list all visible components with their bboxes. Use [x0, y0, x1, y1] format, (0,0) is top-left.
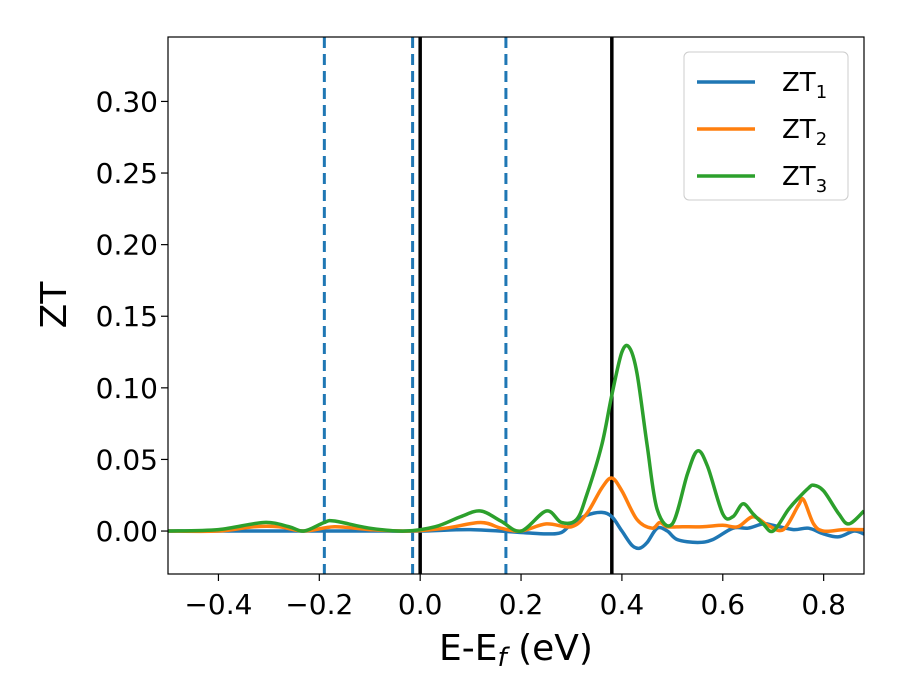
- x-axis: −0.4 −0.2 0.0 0.2 0.4 0.6 0.8: [184, 574, 846, 621]
- y-tick-label: 0.10: [96, 372, 158, 405]
- legend: ZT1 ZT2 ZT3: [683, 51, 849, 201]
- legend-label-1: ZT1: [782, 68, 827, 103]
- y-tick-label: 0.05: [96, 443, 158, 476]
- y-tick-label: 0.00: [96, 515, 158, 548]
- y-tick-label: 0.20: [96, 229, 158, 262]
- y-axis: 0.00 0.05 0.10 0.15 0.20 0.25 0.30: [96, 85, 168, 548]
- series-group: [168, 343, 864, 551]
- x-tick-label: 0.8: [801, 588, 846, 621]
- x-tick-label: −0.4: [184, 588, 252, 621]
- x-tick-label: −0.2: [285, 588, 353, 621]
- legend-box: [683, 51, 849, 201]
- y-tick-label: 0.25: [96, 157, 158, 190]
- x-tick-label: 0.4: [600, 588, 645, 621]
- series-line-2: [168, 476, 864, 534]
- y-tick-label: 0.15: [96, 300, 158, 333]
- x-tick-label: 0.6: [701, 588, 746, 621]
- reference-lines: [322, 37, 614, 574]
- legend-label-3: ZT3: [782, 162, 827, 197]
- x-tick-label: 0.0: [398, 588, 443, 621]
- plot-frame: [167, 36, 865, 575]
- y-tick-label: 0.30: [96, 85, 158, 118]
- y-axis-label: ZT: [34, 281, 75, 329]
- series-line-3: [168, 343, 864, 534]
- x-tick-label: 0.2: [499, 588, 544, 621]
- series-line-1: [168, 510, 864, 551]
- legend-label-2: ZT2: [782, 115, 827, 150]
- x-axis-label: E-Ef (eV): [439, 628, 593, 673]
